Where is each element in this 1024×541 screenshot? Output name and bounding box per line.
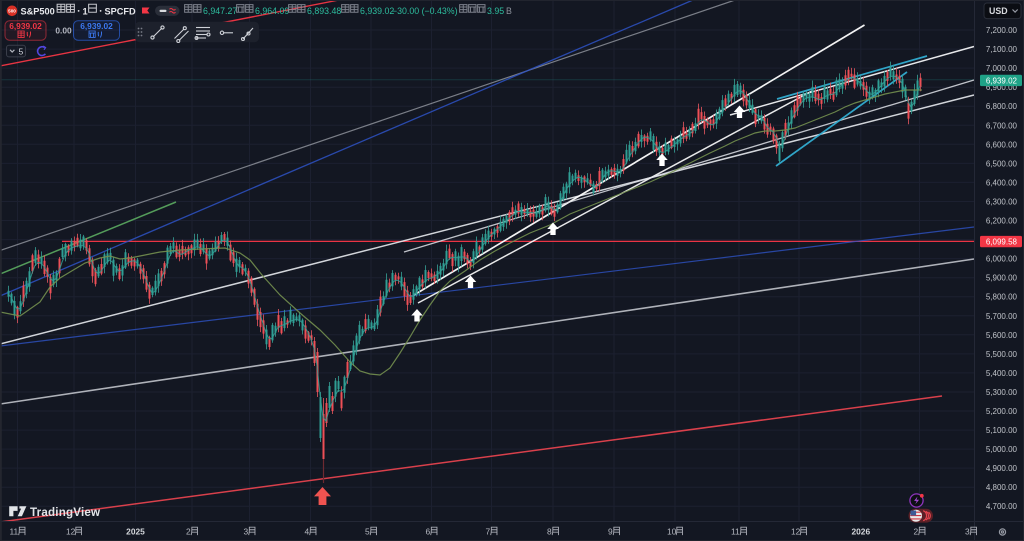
svg-text:7,000.00: 7,000.00 xyxy=(986,64,1018,73)
svg-text:11: 11 xyxy=(10,527,19,537)
svg-text:6,600.00: 6,600.00 xyxy=(986,140,1018,149)
svg-text:10: 10 xyxy=(667,527,677,537)
svg-text:2026: 2026 xyxy=(851,527,870,537)
svg-text:SPCFD: SPCFD xyxy=(105,6,137,16)
svg-text:5,000.00: 5,000.00 xyxy=(986,445,1018,454)
svg-text:3: 3 xyxy=(965,527,970,537)
svg-text:3: 3 xyxy=(244,527,249,537)
svg-text:7: 7 xyxy=(486,527,491,537)
svg-text:6,947.27: 6,947.27 xyxy=(203,6,237,16)
svg-text:6,893.48: 6,893.48 xyxy=(307,6,341,16)
svg-text:USD: USD xyxy=(989,6,1008,16)
svg-text:6,939.02: 6,939.02 xyxy=(986,76,1018,85)
svg-text:6,800.00: 6,800.00 xyxy=(986,102,1018,111)
svg-text:0.00: 0.00 xyxy=(55,26,72,36)
svg-text:6,500.00: 6,500.00 xyxy=(986,159,1018,168)
svg-text:6,939.02: 6,939.02 xyxy=(80,21,113,31)
svg-text:3.95: 3.95 xyxy=(487,6,504,16)
svg-text:6,099.58: 6,099.58 xyxy=(986,238,1018,247)
svg-text:S&P500: S&P500 xyxy=(21,6,55,16)
svg-text:2025: 2025 xyxy=(126,527,145,537)
svg-text:5,100.00: 5,100.00 xyxy=(986,426,1018,435)
svg-text:4: 4 xyxy=(305,527,310,537)
svg-text:−30.00 (−0.43%): −30.00 (−0.43%) xyxy=(392,6,458,16)
svg-text:5,200.00: 5,200.00 xyxy=(986,407,1018,416)
svg-text:5,300.00: 5,300.00 xyxy=(986,388,1018,397)
svg-text:1: 1 xyxy=(83,6,88,16)
svg-text:7,100.00: 7,100.00 xyxy=(986,45,1018,54)
svg-text:B: B xyxy=(506,6,512,16)
svg-text:12: 12 xyxy=(791,527,801,537)
svg-text:7,200.00: 7,200.00 xyxy=(986,26,1018,35)
svg-text:4,700.00: 4,700.00 xyxy=(986,502,1018,511)
svg-text:5: 5 xyxy=(365,527,370,537)
svg-text:5,500.00: 5,500.00 xyxy=(986,350,1018,359)
svg-text:5,900.00: 5,900.00 xyxy=(986,274,1018,283)
svg-text:6,000.00: 6,000.00 xyxy=(986,255,1018,264)
svg-text:6,939.02: 6,939.02 xyxy=(360,6,394,16)
svg-text:12: 12 xyxy=(66,527,76,537)
svg-text:5,800.00: 5,800.00 xyxy=(986,293,1018,302)
svg-text:5,400.00: 5,400.00 xyxy=(986,369,1018,378)
svg-text:6,900.00: 6,900.00 xyxy=(986,83,1018,92)
svg-text:4,800.00: 4,800.00 xyxy=(986,483,1018,492)
svg-text:6,200.00: 6,200.00 xyxy=(986,217,1018,226)
svg-text:2: 2 xyxy=(914,527,919,537)
svg-text:6,400.00: 6,400.00 xyxy=(986,178,1018,187)
svg-text:2: 2 xyxy=(186,527,191,537)
svg-text:6,964.09: 6,964.09 xyxy=(255,6,289,16)
svg-text:6,939.02: 6,939.02 xyxy=(9,21,42,31)
svg-text:5,700.00: 5,700.00 xyxy=(986,312,1018,321)
svg-text:TradingView: TradingView xyxy=(30,506,101,519)
svg-text:4,900.00: 4,900.00 xyxy=(986,464,1018,473)
svg-text:6,700.00: 6,700.00 xyxy=(986,121,1018,130)
svg-text:5: 5 xyxy=(19,47,24,57)
svg-text:6,300.00: 6,300.00 xyxy=(986,198,1018,207)
svg-text:500: 500 xyxy=(8,9,16,14)
svg-text:9: 9 xyxy=(608,527,613,537)
svg-text:11: 11 xyxy=(731,527,740,537)
svg-text:5,600.00: 5,600.00 xyxy=(986,331,1018,340)
svg-text:8: 8 xyxy=(547,527,552,537)
svg-text:6: 6 xyxy=(426,527,431,537)
